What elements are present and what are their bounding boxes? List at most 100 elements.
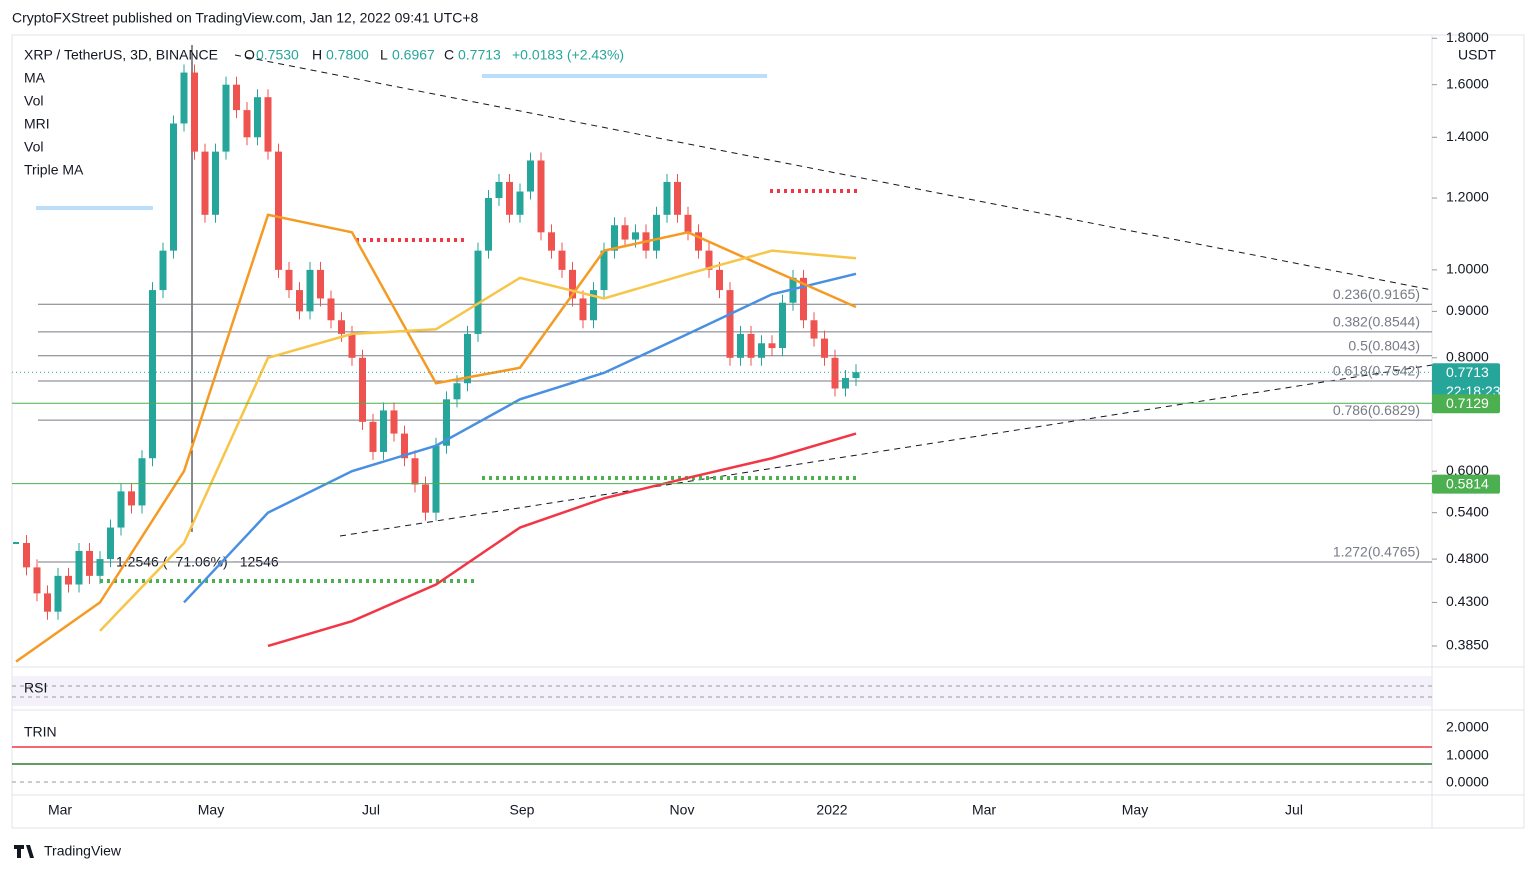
candle-body — [285, 269, 293, 291]
rsi-label: RSI — [24, 680, 47, 696]
candle-body — [54, 575, 62, 612]
y-tick-label: 1.2000 — [1446, 189, 1489, 205]
x-tick-label: Nov — [670, 802, 695, 818]
candle-body — [180, 72, 188, 124]
candle-body — [96, 559, 104, 576]
fib-label: 0.5(0.8043) — [1348, 337, 1420, 353]
x-tick-label: Jul — [362, 802, 380, 818]
price-tag — [1432, 394, 1500, 414]
candle-body — [842, 378, 849, 389]
candle-body — [401, 433, 408, 459]
trin-tick: 1.0000 — [1446, 747, 1489, 763]
candle-body — [674, 181, 681, 215]
candle-body — [590, 290, 597, 321]
candle-body — [359, 357, 366, 422]
candle-body — [726, 290, 734, 358]
candle-body — [705, 250, 713, 270]
candle-body — [579, 298, 587, 321]
trin-label: TRIN — [24, 724, 57, 740]
candle-body — [264, 97, 272, 152]
x-tick-label: Mar — [972, 802, 996, 818]
candle-body — [611, 225, 618, 251]
candle-body — [695, 232, 702, 251]
candle-body — [758, 343, 765, 358]
candle-body — [65, 575, 72, 585]
candle-body — [621, 225, 629, 240]
candle-body — [527, 160, 534, 192]
candle-body — [380, 410, 387, 452]
candle-body — [495, 181, 503, 199]
indicator-label: Vol — [24, 93, 43, 109]
candle-body — [306, 269, 314, 312]
l-label: L — [380, 47, 388, 63]
y-tick-label: 1.0000 — [1446, 261, 1489, 277]
candle-body — [663, 181, 671, 215]
candle-body — [516, 191, 524, 215]
candle-body — [821, 338, 828, 358]
candle-body — [243, 110, 251, 138]
y-tick-label: 0.5400 — [1446, 503, 1489, 519]
price-tag-label: 0.5814 — [1446, 475, 1489, 491]
candle-body — [390, 410, 398, 434]
symbol: XRP / TetherUS, 3D, BINANCE — [24, 47, 218, 63]
candle-body — [86, 550, 93, 576]
x-tick-label: May — [198, 802, 224, 818]
rsi-band — [12, 676, 1432, 706]
candle-body — [296, 290, 303, 312]
trend-line — [234, 54, 1433, 291]
o-label: O — [244, 47, 255, 63]
candle-body — [117, 491, 125, 528]
y-tick-label: 0.4300 — [1446, 593, 1489, 609]
x-tick-label: Mar — [48, 802, 72, 818]
candle-body — [684, 214, 692, 233]
logo — [14, 845, 34, 858]
candle-body — [443, 399, 450, 446]
indicator-label: Triple MA — [24, 162, 84, 178]
candle-body — [716, 269, 723, 291]
x-tick-label: Jul — [1285, 802, 1303, 818]
candle-body — [411, 458, 419, 485]
candle-body — [779, 302, 786, 349]
candle-body — [558, 250, 566, 270]
trend-line — [339, 364, 1433, 537]
y-tick-label: 1.4000 — [1446, 128, 1489, 144]
candle-body — [275, 151, 282, 270]
candle-body — [191, 72, 198, 152]
fib-label: 0.382(0.8544) — [1333, 314, 1420, 330]
trin-tick: 0.0000 — [1446, 774, 1489, 790]
low: 0.6967 — [392, 47, 435, 63]
candle-body — [548, 232, 555, 251]
candle-body — [75, 550, 83, 585]
candle-body — [485, 198, 492, 251]
candle-body — [212, 151, 219, 215]
candle-body — [831, 357, 839, 389]
price-tag-label: 0.7713 — [1446, 364, 1489, 380]
indicator-label: MA — [24, 70, 46, 86]
candle-body — [338, 320, 345, 334]
close: 0.7713 — [458, 47, 501, 63]
candle-body — [653, 214, 660, 251]
x-tick-label: Sep — [510, 802, 535, 818]
candle-body — [317, 269, 324, 299]
h-label: H — [312, 47, 322, 63]
candle-body — [254, 97, 261, 138]
candle-body — [800, 277, 807, 321]
fib-label: 1.272(0.4765) — [1333, 544, 1420, 560]
candle-body — [233, 84, 240, 111]
candle-body — [768, 343, 776, 349]
candle-body — [737, 333, 744, 358]
change: +0.0183 (+2.43%) — [512, 47, 624, 63]
c-label: C — [444, 47, 454, 63]
x-tick-label: May — [1122, 802, 1148, 818]
moving-average — [99, 249, 857, 632]
fib-label: 0.786(0.6829) — [1333, 402, 1420, 418]
moving-average — [267, 432, 857, 648]
y-tick-label: 1.8000 — [1446, 29, 1489, 45]
moving-average — [183, 272, 857, 604]
candle-body — [107, 527, 114, 560]
header: CryptoFXStreet published on TradingView.… — [12, 10, 479, 26]
high: 0.7800 — [326, 47, 369, 63]
fib-label: 0.236(0.9165) — [1333, 286, 1420, 302]
